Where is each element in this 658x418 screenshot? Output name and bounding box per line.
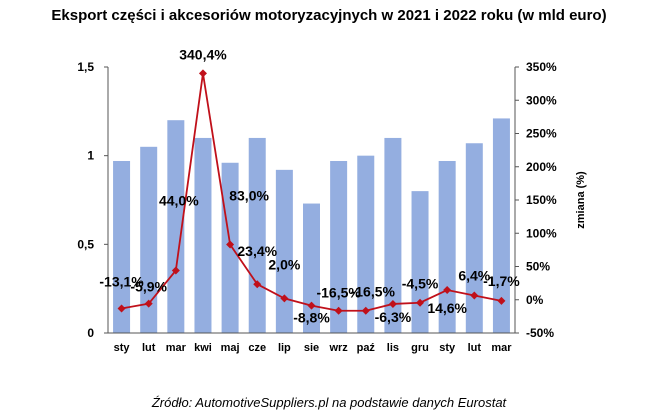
line-marker-0: [117, 304, 126, 313]
x-tick-label-9: paź: [357, 342, 376, 354]
right-tick-label-6: 250%: [526, 127, 557, 141]
data-label-0: -13,1%: [99, 273, 144, 289]
right-tick-label-4: 150%: [526, 193, 557, 207]
x-tick-label-2: mar: [166, 342, 187, 354]
bar-1: [140, 146, 158, 333]
line-marker-7: [307, 301, 316, 310]
data-label-3: 340,4%: [179, 46, 227, 62]
right-tick-label-1: 0%: [526, 293, 544, 307]
right-tick-label-5: 200%: [526, 160, 557, 174]
bars-layer: [113, 118, 510, 333]
x-tick-label-14: mar: [491, 342, 512, 354]
bar-8: [330, 160, 348, 333]
data-labels-layer: -13,1%-5,9% 44,0% 340,4% 83,0% 23,4%2,0% -8,8…: [99, 46, 520, 325]
left-tick-label-1: 0,5: [77, 237, 94, 251]
bar-7: [303, 203, 320, 333]
line-layer: [117, 69, 506, 315]
line-marker-5: [253, 280, 262, 289]
x-tick-label-12: sty: [439, 342, 456, 354]
right-tick-label-8: 350%: [526, 60, 557, 74]
bar-10: [384, 137, 402, 333]
right-axis-label: zmiana (%): [575, 171, 587, 229]
data-label-13: 6,4%: [458, 267, 490, 283]
data-label-8: -16,5%: [316, 285, 361, 301]
x-tick-label-6: lip: [278, 342, 291, 354]
data-label-12: 14,6%: [427, 300, 467, 316]
x-tick-label-1: lut: [142, 342, 156, 354]
left-tick-label-3: 1,5: [77, 60, 94, 74]
data-label-14: -1,7%: [483, 273, 520, 289]
line-marker-3: [198, 69, 207, 78]
line-marker-13: [470, 291, 479, 300]
x-tick-label-4: maj: [221, 342, 240, 354]
bar-2: [167, 120, 185, 333]
x-tick-label-13: lut: [468, 342, 482, 354]
bar-6: [275, 169, 293, 333]
data-label-9: -16,5%: [351, 284, 396, 300]
source-caption: Źródło: AutomotiveSuppliers.pl na podsta…: [151, 395, 507, 410]
line-marker-10: [388, 299, 397, 308]
line-marker-4: [226, 240, 235, 249]
data-label-7: -8,8%: [293, 310, 330, 326]
line-marker-8: [334, 306, 343, 315]
x-tick-label-5: cze: [248, 342, 266, 354]
x-tick-label-8: wrz: [328, 342, 348, 354]
left-tick-label-2: 1: [87, 149, 94, 163]
line-marker-6: [280, 294, 289, 303]
data-label-5: 23,4%: [237, 243, 277, 259]
data-label-2: 44,0%: [159, 192, 199, 208]
x-tick-label-11: gru: [411, 342, 429, 354]
x-tick-label-0: sty: [114, 342, 131, 354]
bar-0: [113, 160, 131, 333]
right-tick-label-7: 300%: [526, 93, 557, 107]
line-marker-2: [171, 266, 180, 275]
line-marker-12: [443, 286, 452, 295]
x-tick-label-10: lis: [387, 342, 399, 354]
bar-14: [492, 118, 510, 333]
data-label-11: -4,5%: [402, 276, 439, 292]
chart-title: Eksport części i akcesoriów motoryzacyjn…: [51, 7, 607, 24]
x-tick-label-3: kwi: [194, 342, 212, 354]
data-label-10: -6,3%: [375, 309, 412, 325]
line-marker-11: [416, 298, 425, 307]
right-tick-label-3: 100%: [526, 226, 557, 240]
right-tick-label-2: 50%: [526, 260, 550, 274]
bar-13: [465, 143, 483, 333]
line-marker-1: [144, 299, 153, 308]
line-marker-14: [497, 296, 506, 305]
bar-5: [248, 137, 266, 333]
bar-3: [194, 137, 212, 333]
line-marker-9: [361, 306, 370, 315]
data-label-6: 2,0%: [268, 256, 300, 272]
x-tick-label-7: sie: [304, 342, 319, 354]
bar-11: [411, 191, 429, 333]
data-label-4: 83,0%: [229, 188, 269, 204]
left-tick-label-0: 0: [87, 326, 94, 340]
bar-9: [357, 155, 375, 333]
data-label-1: -5,9%: [130, 279, 167, 295]
right-tick-label-0: -50%: [526, 326, 554, 340]
